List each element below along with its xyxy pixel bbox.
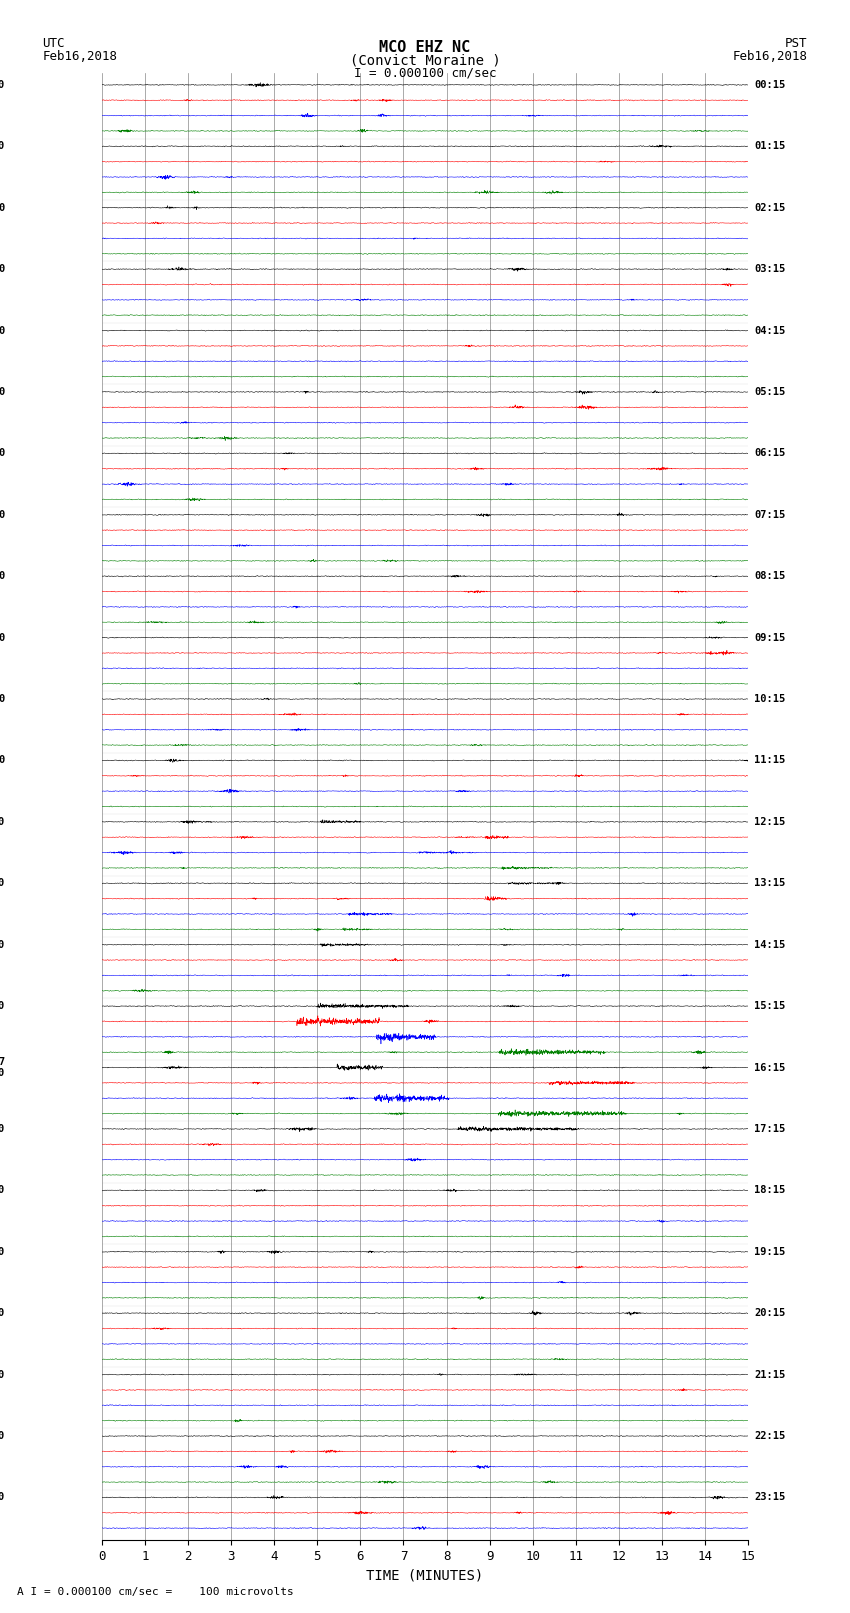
Text: 07:00: 07:00 [0, 1492, 5, 1502]
Text: 06:00: 06:00 [0, 1431, 5, 1440]
Text: 14:15: 14:15 [755, 940, 785, 950]
Text: 15:00: 15:00 [0, 510, 5, 519]
Text: Feb16,2018: Feb16,2018 [733, 50, 808, 63]
Text: 19:15: 19:15 [755, 1247, 785, 1257]
Text: 16:00: 16:00 [0, 571, 5, 581]
Text: 03:15: 03:15 [755, 265, 785, 274]
Text: 00:15: 00:15 [755, 81, 785, 90]
Text: I = 0.000100 cm/sec: I = 0.000100 cm/sec [354, 66, 496, 79]
Text: (Convict Moraine ): (Convict Moraine ) [349, 53, 501, 68]
Text: 11:15: 11:15 [755, 755, 785, 766]
Text: 10:00: 10:00 [0, 203, 5, 213]
Text: 08:00: 08:00 [0, 81, 5, 90]
Text: 21:00: 21:00 [0, 877, 5, 889]
Text: 17:00: 17:00 [0, 632, 5, 642]
Text: 16:15: 16:15 [755, 1063, 785, 1073]
Text: 06:15: 06:15 [755, 448, 785, 458]
Text: 04:15: 04:15 [755, 326, 785, 336]
Text: 08:15: 08:15 [755, 571, 785, 581]
Text: 18:00: 18:00 [0, 694, 5, 703]
Text: 14:00: 14:00 [0, 448, 5, 458]
Text: 20:00: 20:00 [0, 816, 5, 827]
Text: 13:00: 13:00 [0, 387, 5, 397]
Text: 07:15: 07:15 [755, 510, 785, 519]
Text: 09:00: 09:00 [0, 142, 5, 152]
Text: 17:15: 17:15 [755, 1124, 785, 1134]
Text: 02:00: 02:00 [0, 1186, 5, 1195]
Text: 05:00: 05:00 [0, 1369, 5, 1379]
Text: 18:15: 18:15 [755, 1186, 785, 1195]
Text: 19:00: 19:00 [0, 755, 5, 766]
Text: Feb17
00:00: Feb17 00:00 [0, 1057, 5, 1079]
X-axis label: TIME (MINUTES): TIME (MINUTES) [366, 1569, 484, 1582]
Text: UTC: UTC [42, 37, 65, 50]
Text: 20:15: 20:15 [755, 1308, 785, 1318]
Text: A I = 0.000100 cm/sec =    100 microvolts: A I = 0.000100 cm/sec = 100 microvolts [17, 1587, 294, 1597]
Text: 22:00: 22:00 [0, 940, 5, 950]
Text: 22:15: 22:15 [755, 1431, 785, 1440]
Text: 15:15: 15:15 [755, 1002, 785, 1011]
Text: MCO EHZ NC: MCO EHZ NC [379, 40, 471, 55]
Text: Feb16,2018: Feb16,2018 [42, 50, 117, 63]
Text: 21:15: 21:15 [755, 1369, 785, 1379]
Text: 23:00: 23:00 [0, 1002, 5, 1011]
Text: 05:15: 05:15 [755, 387, 785, 397]
Text: 03:00: 03:00 [0, 1247, 5, 1257]
Text: 10:15: 10:15 [755, 694, 785, 703]
Text: 12:00: 12:00 [0, 326, 5, 336]
Text: 02:15: 02:15 [755, 203, 785, 213]
Text: 12:15: 12:15 [755, 816, 785, 827]
Text: PST: PST [785, 37, 808, 50]
Text: 01:15: 01:15 [755, 142, 785, 152]
Text: 09:15: 09:15 [755, 632, 785, 642]
Text: 04:00: 04:00 [0, 1308, 5, 1318]
Text: 23:15: 23:15 [755, 1492, 785, 1502]
Text: 13:15: 13:15 [755, 877, 785, 889]
Text: 01:00: 01:00 [0, 1124, 5, 1134]
Text: 11:00: 11:00 [0, 265, 5, 274]
